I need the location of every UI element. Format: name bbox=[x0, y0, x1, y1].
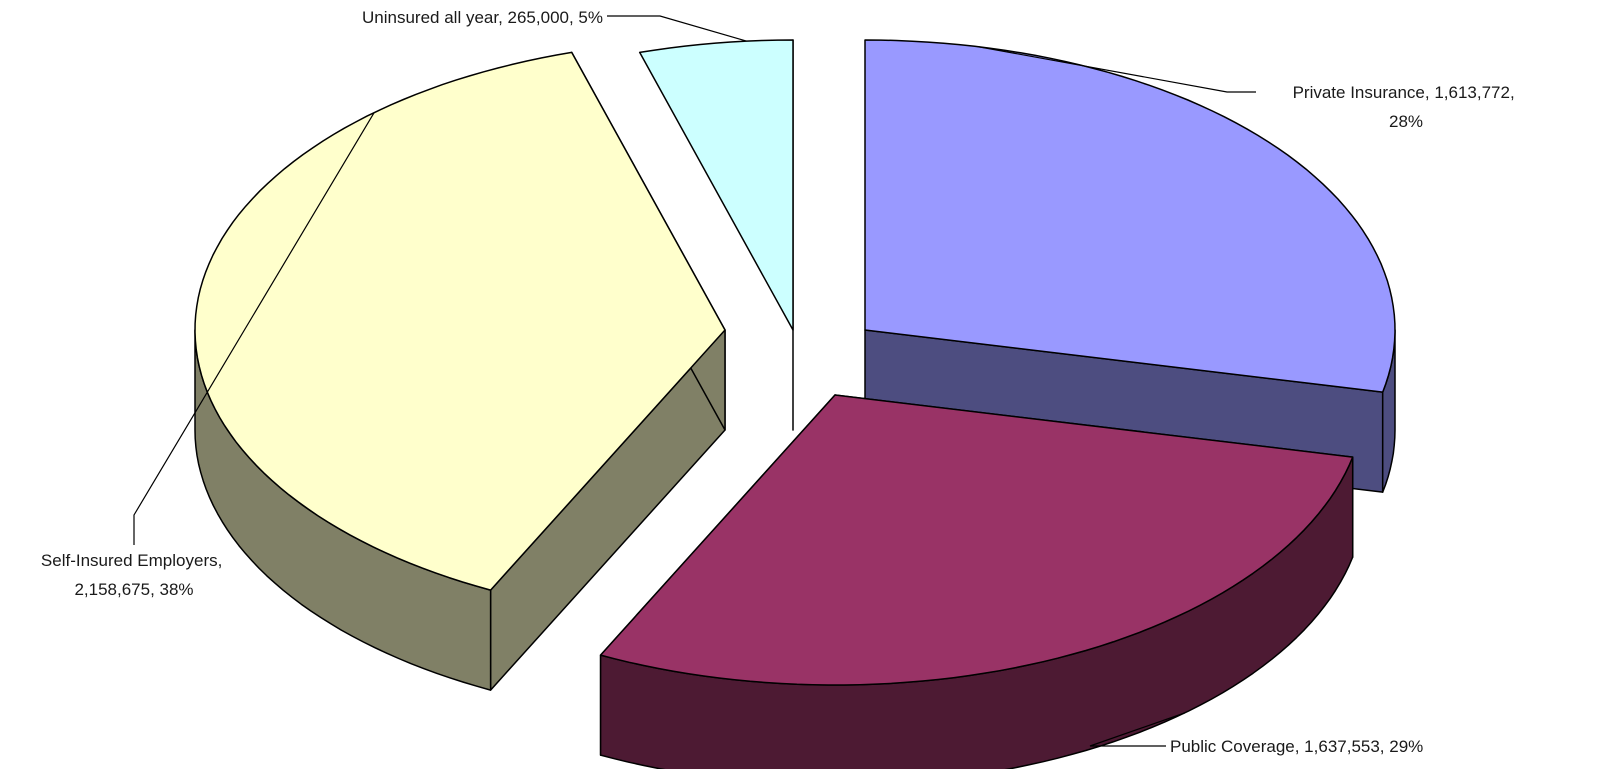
data-label-uninsured-all-year-line-1: Uninsured all year, 265,000, 5% bbox=[362, 8, 603, 27]
private-insurance-slice bbox=[864, 39, 1396, 393]
public-coverage-slice bbox=[599, 394, 1354, 686]
data-label-public-coverage: Public Coverage, 1,637,553, 29% bbox=[1170, 737, 1423, 756]
data-label-private-insurance-line-2: 28% bbox=[1389, 112, 1423, 131]
leader-line-self-insured-employers bbox=[133, 112, 375, 545]
leader-lines bbox=[133, 15, 1256, 747]
uninsured-all-year-slice bbox=[638, 39, 794, 331]
data-label-self-insured-employers: Self-Insured Employers, 2,158,675, 38% bbox=[41, 551, 227, 599]
leader-line-uninsured-all-year bbox=[607, 15, 747, 42]
leader-line-private-insurance bbox=[977, 46, 1256, 93]
data-label-public-coverage-line-1: Public Coverage, 1,637,553, 29% bbox=[1170, 737, 1423, 756]
leader-line-public-coverage bbox=[1089, 712, 1185, 747]
data-label-private-insurance-line-1: Private Insurance, 1,613,772, bbox=[1293, 83, 1515, 102]
data-label-self-insured-employers-line-2: 2,158,675, 38% bbox=[74, 580, 193, 599]
data-labels: Private Insurance, 1,613,772, 28% Public… bbox=[41, 8, 1520, 756]
pie-slices bbox=[194, 39, 1396, 769]
data-label-uninsured-all-year: Uninsured all year, 265,000, 5% bbox=[362, 8, 603, 27]
data-label-self-insured-employers-line-1: Self-Insured Employers, bbox=[41, 551, 222, 570]
self-insured-employers-slice bbox=[194, 51, 726, 591]
data-label-private-insurance: Private Insurance, 1,613,772, 28% bbox=[1293, 83, 1520, 131]
